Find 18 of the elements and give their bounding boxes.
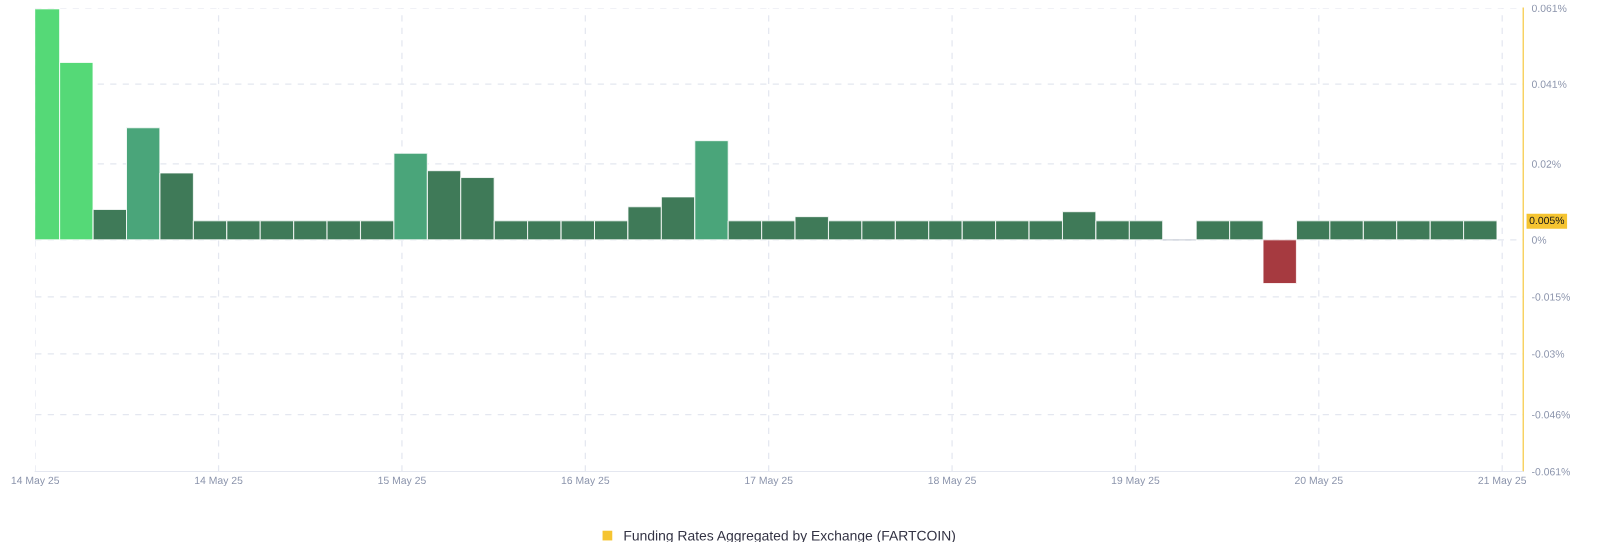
x-tick-label: 19 May 25 [1111, 476, 1160, 487]
y-tick-label: 0% [1531, 236, 1547, 244]
x-tick-label: 15 May 25 [378, 476, 426, 487]
y-tick-label: 0.041% [1531, 80, 1567, 88]
x-tick-label: 14 May 25 [11, 476, 60, 487]
y-tick-label: -0.03% [1532, 350, 1565, 358]
y-tick-label: 0.061% [1531, 4, 1567, 13]
x-tick-label: 18 May 25 [928, 476, 976, 487]
y-tick-label: -0.046% [1532, 411, 1570, 419]
x-tick-label: 20 May 25 [1295, 476, 1343, 487]
x-tick-label: 21 May 25 [1478, 476, 1527, 487]
x-tick-label: 14 May 25 [195, 476, 243, 487]
y-tick-label: 0.02% [1531, 160, 1561, 168]
y-tick-label: -0.061% [1532, 468, 1570, 476]
x-tick-label: 17 May 25 [745, 476, 793, 487]
text: 0.005% [1529, 216, 1565, 225]
x-tick-label: 16 May 25 [561, 476, 610, 487]
y-tick-label: -0.015% [1532, 293, 1570, 301]
